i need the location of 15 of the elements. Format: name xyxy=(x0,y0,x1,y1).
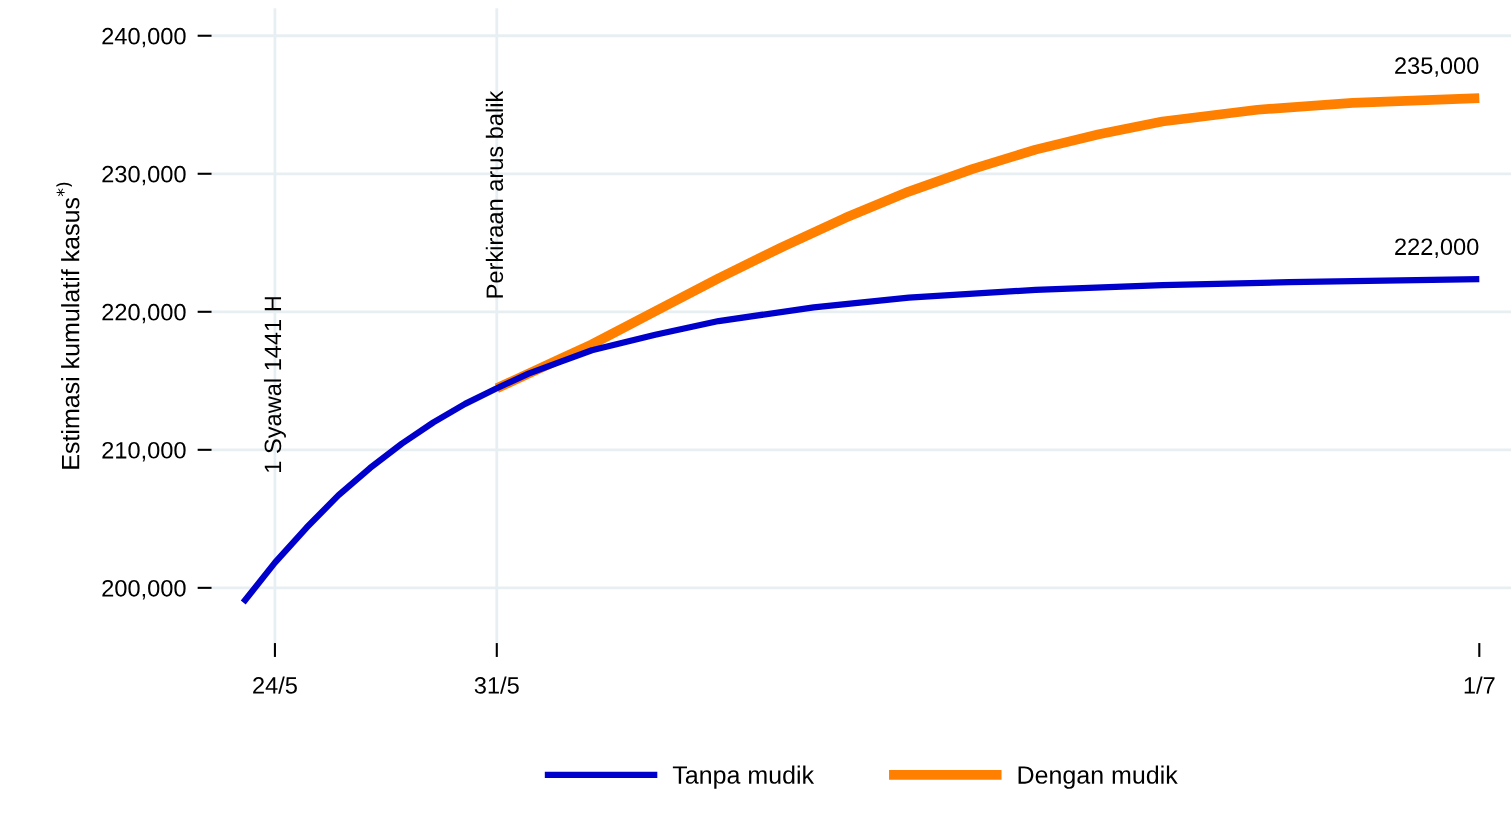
y-axis-title: Estimasi kumulatif kasus$^{*)}$ xyxy=(56,182,80,469)
legend-label: Dengan mudik xyxy=(1018,765,1178,789)
x-tick-label: 24/5 xyxy=(253,676,297,694)
ref-line-label: 1 Syawal 1441 H xyxy=(263,297,286,472)
y-tick-label: 240,000 xyxy=(102,27,186,48)
annotation: 235,000 xyxy=(1395,57,1479,77)
ref-line-label: Perkiraan arus balik xyxy=(485,90,504,298)
x-tick-label: 31/5 xyxy=(474,676,519,694)
x-tick-label: 1/7 xyxy=(1464,676,1495,694)
y-tick-label: 220,000 xyxy=(102,303,186,324)
annotation: 222,000 xyxy=(1395,238,1479,258)
y-tick-label: 230,000 xyxy=(102,165,186,186)
y-tick-label: 200,000 xyxy=(102,579,186,600)
y-tick-label: 210,000 xyxy=(102,441,186,462)
legend-label: Tanpa mudik xyxy=(672,765,815,789)
